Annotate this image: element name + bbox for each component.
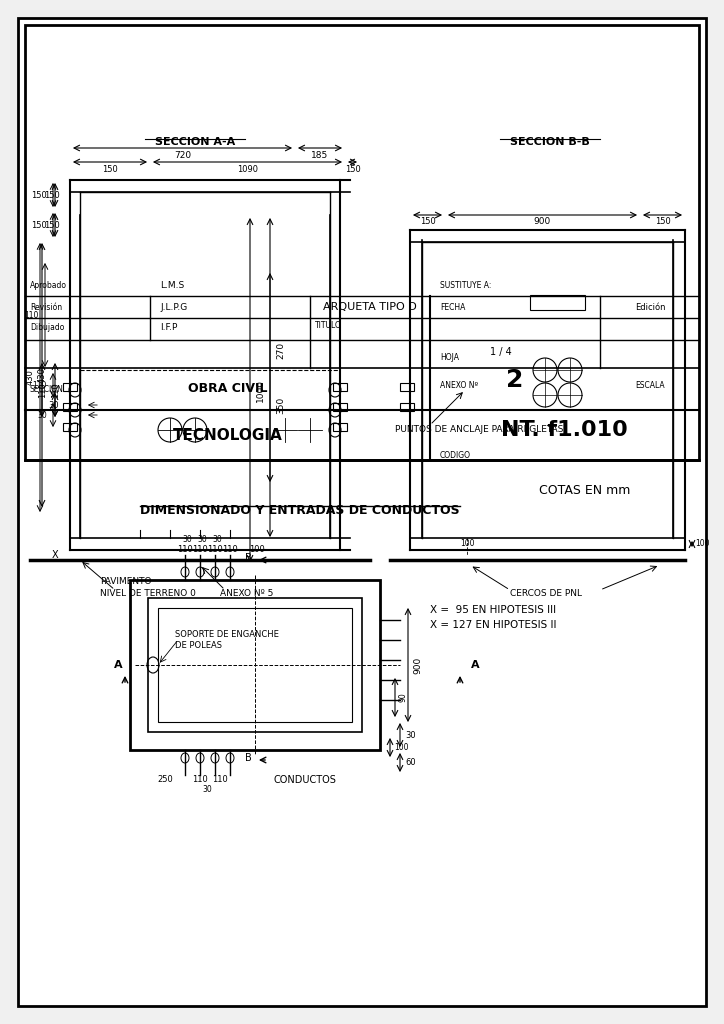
Text: Dibujado: Dibujado (30, 324, 64, 333)
Text: 110: 110 (177, 546, 193, 555)
Text: 110: 110 (212, 775, 228, 784)
Text: 30: 30 (37, 411, 47, 420)
Text: ANEXO Nº 5: ANEXO Nº 5 (220, 589, 274, 597)
Text: NT. f1.010: NT. f1.010 (501, 420, 628, 440)
Bar (63, 423, 77, 431)
Text: 150: 150 (44, 220, 60, 229)
Bar (400, 403, 414, 411)
Text: 430: 430 (38, 367, 47, 383)
Text: 150: 150 (102, 165, 118, 173)
Text: Aprobado: Aprobado (30, 282, 67, 291)
Text: 30: 30 (197, 536, 207, 545)
Text: 1 / 4: 1 / 4 (490, 347, 512, 357)
Text: 100: 100 (249, 546, 265, 555)
Text: PUNTOS DE ANCLAJE PARA REGLETAS: PUNTOS DE ANCLAJE PARA REGLETAS (395, 426, 563, 434)
Text: 30: 30 (212, 536, 222, 545)
Bar (25, 25, 699, 460)
Text: 30: 30 (405, 730, 416, 739)
Text: A: A (114, 660, 122, 670)
Text: SECCION B-B: SECCION B-B (510, 137, 590, 147)
Text: ANEXO Nº: ANEXO Nº (440, 381, 478, 389)
Text: 2: 2 (506, 368, 523, 392)
Text: 430: 430 (26, 369, 35, 385)
Text: 110: 110 (38, 382, 47, 398)
Bar (333, 403, 347, 411)
Bar (148, 598, 362, 732)
Text: 150: 150 (420, 217, 435, 226)
Text: SUSTITUYE A:: SUSTITUYE A: (440, 282, 492, 291)
Text: 30: 30 (49, 400, 59, 410)
Bar (400, 383, 414, 391)
Text: 110: 110 (33, 381, 47, 389)
Text: 90: 90 (399, 692, 408, 702)
Text: 100: 100 (394, 743, 408, 752)
Bar (333, 423, 347, 431)
Text: 900: 900 (413, 656, 422, 674)
Text: 150: 150 (654, 217, 670, 226)
Text: 110: 110 (222, 546, 238, 555)
Text: 100: 100 (695, 540, 710, 549)
Text: 60: 60 (405, 758, 416, 767)
Text: 110: 110 (192, 775, 208, 784)
Text: I.F.P: I.F.P (160, 324, 177, 333)
Text: CERCOS DE PNL: CERCOS DE PNL (510, 589, 582, 597)
Text: 1090: 1090 (237, 165, 258, 173)
Text: B: B (245, 753, 251, 763)
Text: 100: 100 (460, 540, 474, 549)
Text: 270: 270 (276, 341, 285, 358)
Text: COTAS EN mm: COTAS EN mm (539, 483, 630, 497)
Text: 350: 350 (276, 396, 285, 414)
Text: 250: 250 (157, 775, 173, 784)
Text: 720: 720 (174, 151, 191, 160)
Text: 110: 110 (51, 382, 60, 398)
Text: 150: 150 (31, 220, 47, 229)
Bar (530, 295, 585, 310)
Bar (63, 403, 77, 411)
Text: OBRA CIVIL: OBRA CIVIL (188, 382, 267, 394)
Text: 30: 30 (202, 785, 212, 795)
Text: X =  95 EN HIPOTESIS III: X = 95 EN HIPOTESIS III (430, 605, 556, 615)
Text: TECNOLOGIA: TECNOLOGIA (172, 427, 282, 442)
Text: ARQUETA TIPO D: ARQUETA TIPO D (323, 302, 417, 312)
Text: L.M.S: L.M.S (160, 282, 184, 291)
Text: ESCALA: ESCALA (635, 381, 665, 389)
Text: PAVIMENTO: PAVIMENTO (100, 578, 151, 587)
Text: Revisión: Revisión (30, 302, 62, 311)
Text: 150: 150 (345, 165, 361, 173)
Text: DIMENSIONADO Y ENTRADAS DE CONDUCTOS: DIMENSIONADO Y ENTRADAS DE CONDUCTOS (140, 504, 460, 516)
Text: TITULO: TITULO (315, 321, 342, 330)
Text: X: X (51, 550, 59, 560)
Text: 110: 110 (25, 310, 39, 319)
Text: 110: 110 (207, 546, 223, 555)
Text: 185: 185 (311, 151, 329, 160)
Text: 110: 110 (192, 546, 208, 555)
Text: J.L.P.G: J.L.P.G (160, 302, 188, 311)
Text: A: A (471, 660, 479, 670)
Text: NIVEL DE TERRENO 0: NIVEL DE TERRENO 0 (100, 589, 196, 597)
Text: Edición: Edición (635, 302, 665, 311)
Text: X = 127 EN HIPOTESIS II: X = 127 EN HIPOTESIS II (430, 620, 557, 630)
Text: 900: 900 (534, 217, 551, 226)
Bar (63, 383, 77, 391)
Text: 150: 150 (44, 190, 60, 200)
Text: SECCION A-A: SECCION A-A (155, 137, 235, 147)
Text: CONDUCTOS: CONDUCTOS (273, 775, 336, 785)
Text: CODIGO: CODIGO (440, 451, 471, 460)
Text: 150: 150 (31, 190, 47, 200)
Text: 1000: 1000 (256, 379, 265, 401)
Text: SOPORTE DE ENGANCHE
DE POLEAS: SOPORTE DE ENGANCHE DE POLEAS (175, 631, 279, 649)
Text: FECHA: FECHA (440, 302, 466, 311)
Text: 30: 30 (182, 536, 192, 545)
Text: HOJA: HOJA (440, 353, 459, 362)
Bar (130, 580, 380, 750)
Text: SECCION: SECCION (30, 385, 64, 394)
Bar (158, 608, 352, 722)
Bar (333, 383, 347, 391)
Text: B: B (245, 553, 251, 563)
